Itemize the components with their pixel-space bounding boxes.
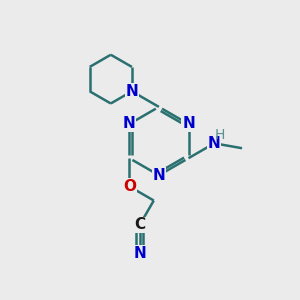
Text: N: N (182, 116, 195, 131)
Text: O: O (123, 179, 136, 194)
Text: C: C (134, 218, 145, 232)
Text: N: N (123, 116, 136, 131)
Text: N: N (125, 84, 138, 99)
Text: H: H (214, 128, 225, 142)
Text: N: N (208, 136, 220, 151)
Text: N: N (133, 246, 146, 261)
Text: N: N (152, 168, 165, 183)
